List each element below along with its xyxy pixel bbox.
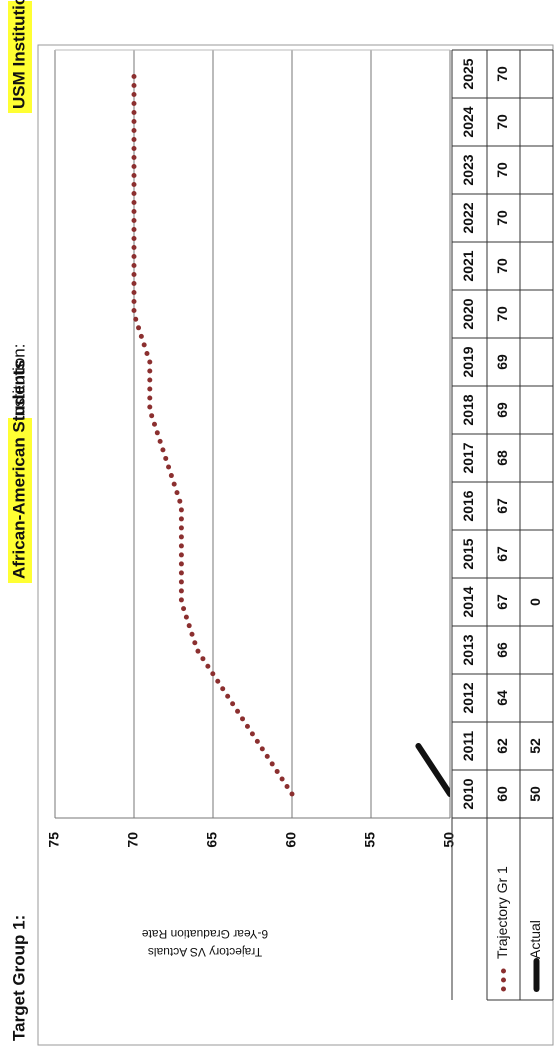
x-tick-label: 2019 [460,346,476,377]
x-tick-label: 2023 [460,154,476,185]
institution: USM Institution [9,0,28,109]
x-tick-label: 2017 [460,442,476,473]
y-tick-label: 60 [283,832,299,848]
table-value: 67 [494,594,510,610]
table-value: 68 [494,450,510,466]
legend-label: Trajectory Gr 1 [494,866,510,959]
table-value: 70 [494,66,510,82]
series-line [131,71,295,797]
highlight [8,1,32,113]
x-tick-label: 2025 [460,58,476,89]
table-value: 60 [494,786,510,802]
y-axis-title: 6-Year Graduation Rate [142,927,269,941]
x-tick-label: 2022 [460,202,476,233]
table-value: 70 [494,306,510,322]
legend-label: Actual [527,920,543,959]
x-tick-label: 2012 [460,682,476,713]
y-tick-label: 75 [46,832,62,848]
table-value: 70 [494,258,510,274]
x-tick-label: 2021 [460,250,476,281]
x-tick-label: 2015 [460,538,476,569]
x-tick-label: 2024 [460,106,476,137]
table-value: 66 [494,642,510,658]
y-tick-label: 50 [441,832,457,848]
y-axis-title: Trajectory VS Actuals [148,945,262,959]
table-value: 70 [494,210,510,226]
x-tick-label: 2011 [460,731,476,762]
table-value: 52 [527,738,543,754]
table-value: 67 [494,498,510,514]
institution-label: Institution: [9,344,28,422]
table-value: 50 [527,786,543,802]
x-tick-label: 2013 [460,634,476,665]
table-value: 70 [494,114,510,130]
target-label: Target Group 1: [9,915,28,1041]
y-tick-label: 55 [362,832,378,848]
table-value: 0 [527,598,543,606]
table-value: 70 [494,162,510,178]
table-value: 64 [494,690,510,706]
table-value: 69 [494,354,510,370]
x-tick-label: 2018 [460,394,476,425]
plot-lines [131,71,556,797]
y-tick-label: 70 [125,832,141,848]
table-value: 62 [494,738,510,754]
x-tick-label: 2014 [460,586,476,617]
highlight [8,418,32,583]
target: African-American Students [9,360,28,579]
table-value: 69 [494,402,510,418]
x-tick-label: 2016 [460,490,476,521]
x-tick-label: 2020 [460,298,476,329]
table-value: 67 [494,546,510,562]
y-tick-label: 65 [204,832,220,848]
x-tick-label: 2010 [460,778,476,809]
